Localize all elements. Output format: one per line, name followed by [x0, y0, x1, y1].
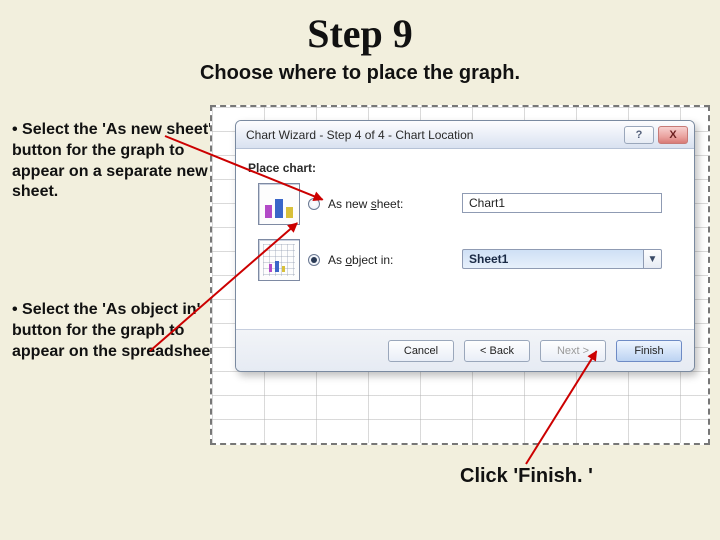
slide-subtitle: Choose where to place the graph.	[0, 62, 720, 85]
new-sheet-name-input[interactable]: Chart1	[462, 193, 662, 213]
chart-wizard-dialog: Chart Wizard - Step 4 of 4 - Chart Locat…	[235, 120, 695, 372]
finish-button[interactable]: Finish	[616, 340, 682, 362]
dialog-footer: Cancel < Back Next > Finish	[236, 329, 694, 371]
close-button[interactable]: X	[658, 126, 688, 144]
radio-label-as-object-in: As object in:	[328, 253, 393, 267]
click-finish-note: Click 'Finish. '	[460, 465, 593, 488]
slide-title: Step 9	[0, 10, 720, 57]
option-as-new-sheet[interactable]: As new sheet:	[258, 183, 403, 225]
object-in-combo[interactable]: Sheet1 ▼	[462, 249, 662, 269]
dialog-titlebar: Chart Wizard - Step 4 of 4 - Chart Locat…	[236, 121, 694, 149]
dialog-title: Chart Wizard - Step 4 of 4 - Chart Locat…	[246, 128, 620, 142]
help-button[interactable]: ?	[624, 126, 654, 144]
bullet-as-new-sheet: • Select the 'As new sheet' button for t…	[12, 120, 212, 203]
radio-label-as-new-sheet: As new sheet:	[328, 197, 403, 211]
back-button[interactable]: < Back	[464, 340, 530, 362]
radio-as-object-in[interactable]	[308, 254, 320, 266]
option-as-object-in[interactable]: As object in:	[258, 239, 393, 281]
object-in-value[interactable]: Sheet1	[462, 249, 644, 269]
cancel-button[interactable]: Cancel	[388, 340, 454, 362]
chevron-down-icon[interactable]: ▼	[644, 249, 662, 269]
sheet-thumb-icon	[258, 239, 300, 281]
